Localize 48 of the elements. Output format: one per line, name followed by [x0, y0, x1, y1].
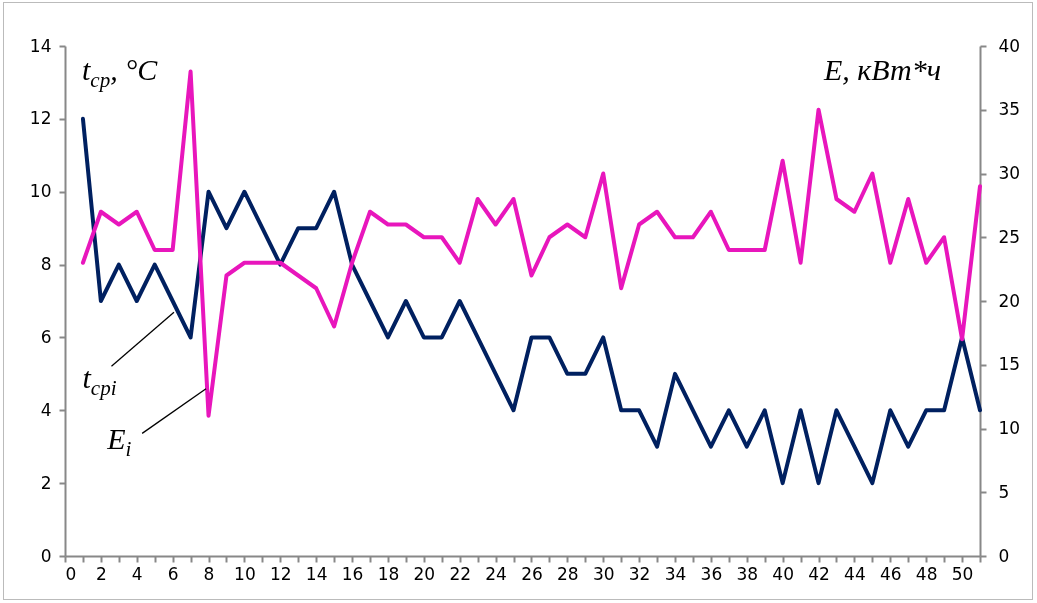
- x-tick-label: 20: [413, 563, 436, 584]
- x-tick-label: 32: [628, 563, 651, 584]
- x-tick-label: 22: [449, 563, 472, 584]
- x-tick-label: 12: [269, 563, 292, 584]
- x-tick-label: 24: [485, 563, 507, 584]
- y2-tick-label: 40: [998, 35, 1021, 56]
- y-axis-title: t$_{cp}$, °C: [82, 53, 158, 92]
- x-tick-label: 10: [234, 563, 256, 584]
- y-tick-label: 0: [40, 545, 52, 566]
- x-tick-label: 44: [844, 563, 866, 584]
- y-tick-label: 14: [29, 35, 52, 56]
- x-tick-label: 38: [736, 563, 759, 584]
- y-tick-label: 8: [40, 254, 52, 275]
- x-tick-label: 36: [700, 563, 723, 584]
- x-tick-label: 28: [557, 563, 579, 584]
- y2-tick-label: 10: [998, 418, 1021, 438]
- y2-tick-label: 30: [998, 163, 1021, 183]
- y2-tick-label: 25: [998, 226, 1021, 247]
- y2-tick-label: 5: [998, 481, 1010, 502]
- x-tick-label: 50: [951, 563, 974, 584]
- x-tick-label: 8: [203, 563, 215, 584]
- x-tick-label: 4: [131, 563, 143, 584]
- x-tick-label: 26: [521, 563, 543, 584]
- y2-tick-label: 20: [998, 290, 1021, 311]
- y-tick-label: 12: [29, 108, 52, 129]
- x-tick-label: 30: [592, 563, 615, 584]
- y-tick-label: 2: [40, 472, 52, 493]
- line-series: [80, 116, 982, 486]
- y2-axis-title: E, кВт*ч: [824, 53, 942, 86]
- text: E$_{i}$: [107, 422, 132, 462]
- x-tick-label: 18: [377, 563, 400, 584]
- x-tick-label: 14: [305, 563, 328, 584]
- x-tick-label: 0: [65, 563, 77, 584]
- x-tick-label: 46: [879, 563, 902, 584]
- x-tick-label: 34: [664, 563, 687, 584]
- x-tick-label: 2: [95, 563, 107, 584]
- x-tick-label: 48: [915, 563, 938, 584]
- text: t$_{cpi}$: [82, 361, 117, 401]
- y2-tick-label: 0: [998, 545, 1010, 566]
- y-tick-label: 6: [40, 326, 52, 347]
- x-tick-label: 40: [772, 563, 794, 584]
- y-tick-label: 4: [40, 399, 52, 420]
- x-tick-label: 42: [808, 563, 830, 584]
- x-tick-label: 6: [167, 563, 179, 584]
- y-tick-label: 10: [29, 181, 52, 202]
- y2-tick-label: 15: [998, 354, 1021, 375]
- y2-tick-label: 35: [998, 99, 1021, 120]
- x-tick-label: 16: [341, 563, 364, 584]
